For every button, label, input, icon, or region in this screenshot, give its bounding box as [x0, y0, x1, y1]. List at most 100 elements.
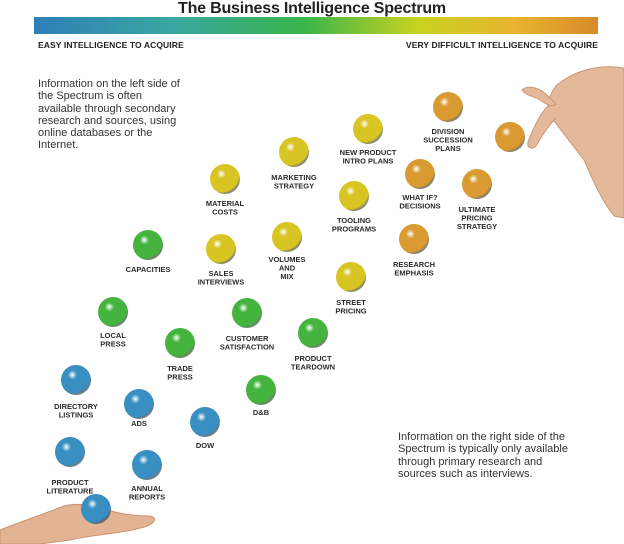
tooling-programs-label: PROGRAMS [332, 225, 376, 234]
what-if-decisions-ball [405, 159, 435, 189]
research-emphasis-label: EMPHASIS [394, 269, 433, 278]
research-emphasis-ball [399, 224, 429, 254]
tooling-programs-ball [339, 181, 369, 211]
ultimate-pricing-strategy-label: PRICING [461, 214, 492, 223]
ads-ball [124, 389, 154, 419]
material-costs-ball [210, 164, 240, 194]
division-succession-plans-label: PLANS [435, 144, 460, 153]
research-emphasis-label: RESEARCH [393, 260, 435, 269]
spectrum-item-held-ball-right [495, 122, 525, 152]
spectrum-item-ads: ADS [124, 389, 154, 428]
held-ball-left-ball [81, 494, 111, 524]
street-pricing-label: STREET [336, 298, 366, 307]
product-teardown-ball [298, 318, 328, 348]
left-side-note: Information on the left side of the Spec… [38, 78, 180, 152]
product-literature-ball [55, 437, 85, 467]
volumes-and-mix-ball [272, 222, 302, 252]
customer-satisfaction-label: CUSTOMER [226, 334, 269, 343]
trade-press-label: TRADE [167, 364, 193, 373]
difficult-end-label: VERY DIFFICULT INTELLIGENCE TO ACQUIRE [405, 40, 598, 50]
right-hand-illustration [521, 66, 624, 219]
volumes-and-mix-label: VOLUMES [268, 255, 305, 264]
d-and-b-label: D&B [253, 408, 270, 417]
spectrum-item-capacities: CAPACITIES [126, 230, 171, 274]
product-teardown-label: TEARDOWN [291, 363, 335, 372]
material-costs-label: COSTS [212, 208, 238, 217]
right-side-note: Information on the right side of the Spe… [398, 431, 568, 480]
annual-reports-label: ANNUAL [131, 484, 163, 493]
capacities-ball [133, 230, 163, 260]
trade-press-ball [165, 328, 195, 358]
sales-interviews-label: INTERVIEWS [198, 278, 245, 287]
division-succession-plans-label: SUCCESSION [423, 136, 473, 145]
new-product-intro-plans-ball [353, 114, 383, 144]
sales-interviews-label: SALES [208, 269, 233, 278]
capacities-label: CAPACITIES [126, 265, 171, 274]
product-teardown-label: PRODUCT [294, 354, 332, 363]
product-literature-label: PRODUCT [51, 478, 89, 487]
local-press-label: LOCAL [100, 331, 126, 340]
new-product-intro-plans-label: NEW PRODUCT [340, 148, 397, 157]
spectrum-gradient-bar [34, 17, 598, 34]
what-if-decisions-label: DECISIONS [399, 202, 440, 211]
volumes-and-mix-label: AND [279, 264, 296, 273]
marketing-strategy-label: STRATEGY [274, 182, 314, 191]
material-costs-label: MATERIAL [206, 199, 245, 208]
what-if-decisions-label: WHAT IF? [402, 193, 438, 202]
d-and-b-ball [246, 375, 276, 405]
product-literature-label: LITERATURE [47, 487, 94, 496]
local-press-label: PRESS [100, 340, 125, 349]
tooling-programs-label: TOOLING [337, 216, 371, 225]
customer-satisfaction-label: SATISFACTION [220, 343, 274, 352]
spectrum-item-what-if-decisions: WHAT IF?DECISIONS [399, 159, 441, 211]
spectrum-item-held-ball-left [81, 494, 111, 524]
new-product-intro-plans-label: INTRO PLANS [343, 157, 394, 166]
directory-listings-label: LISTINGS [59, 411, 94, 420]
ads-label: ADS [131, 419, 147, 428]
division-succession-plans-ball [433, 92, 463, 122]
directory-listings-label: DIRECTORY [54, 402, 98, 411]
trade-press-label: PRESS [167, 373, 192, 382]
street-pricing-ball [336, 262, 366, 292]
held-ball-right-ball [495, 122, 525, 152]
dow-label: DOW [196, 441, 215, 450]
left-hand-illustration [0, 503, 155, 544]
marketing-strategy-ball [279, 137, 309, 167]
ultimate-pricing-strategy-label: STRATEGY [457, 222, 497, 231]
spectrum-item-dow: DOW [190, 407, 220, 450]
annual-reports-label: REPORTS [129, 493, 165, 502]
sales-interviews-ball [206, 234, 236, 264]
marketing-strategy-label: MARKETING [271, 173, 317, 182]
street-pricing-label: PRICING [335, 307, 366, 316]
dow-ball [190, 407, 220, 437]
easy-end-label: EASY INTELLIGENCE TO ACQUIRE [38, 40, 184, 50]
ultimate-pricing-strategy-ball [462, 169, 492, 199]
customer-satisfaction-ball [232, 298, 262, 328]
volumes-and-mix-label: MIX [280, 272, 293, 281]
annual-reports-ball [132, 450, 162, 480]
local-press-ball [98, 297, 128, 327]
division-succession-plans-label: DIVISION [432, 127, 465, 136]
ultimate-pricing-strategy-label: ULTIMATE [459, 205, 496, 214]
directory-listings-ball [61, 365, 91, 395]
page-title: The Business Intelligence Spectrum [178, 0, 446, 17]
spectrum-item-d-and-b: D&B [246, 375, 276, 417]
